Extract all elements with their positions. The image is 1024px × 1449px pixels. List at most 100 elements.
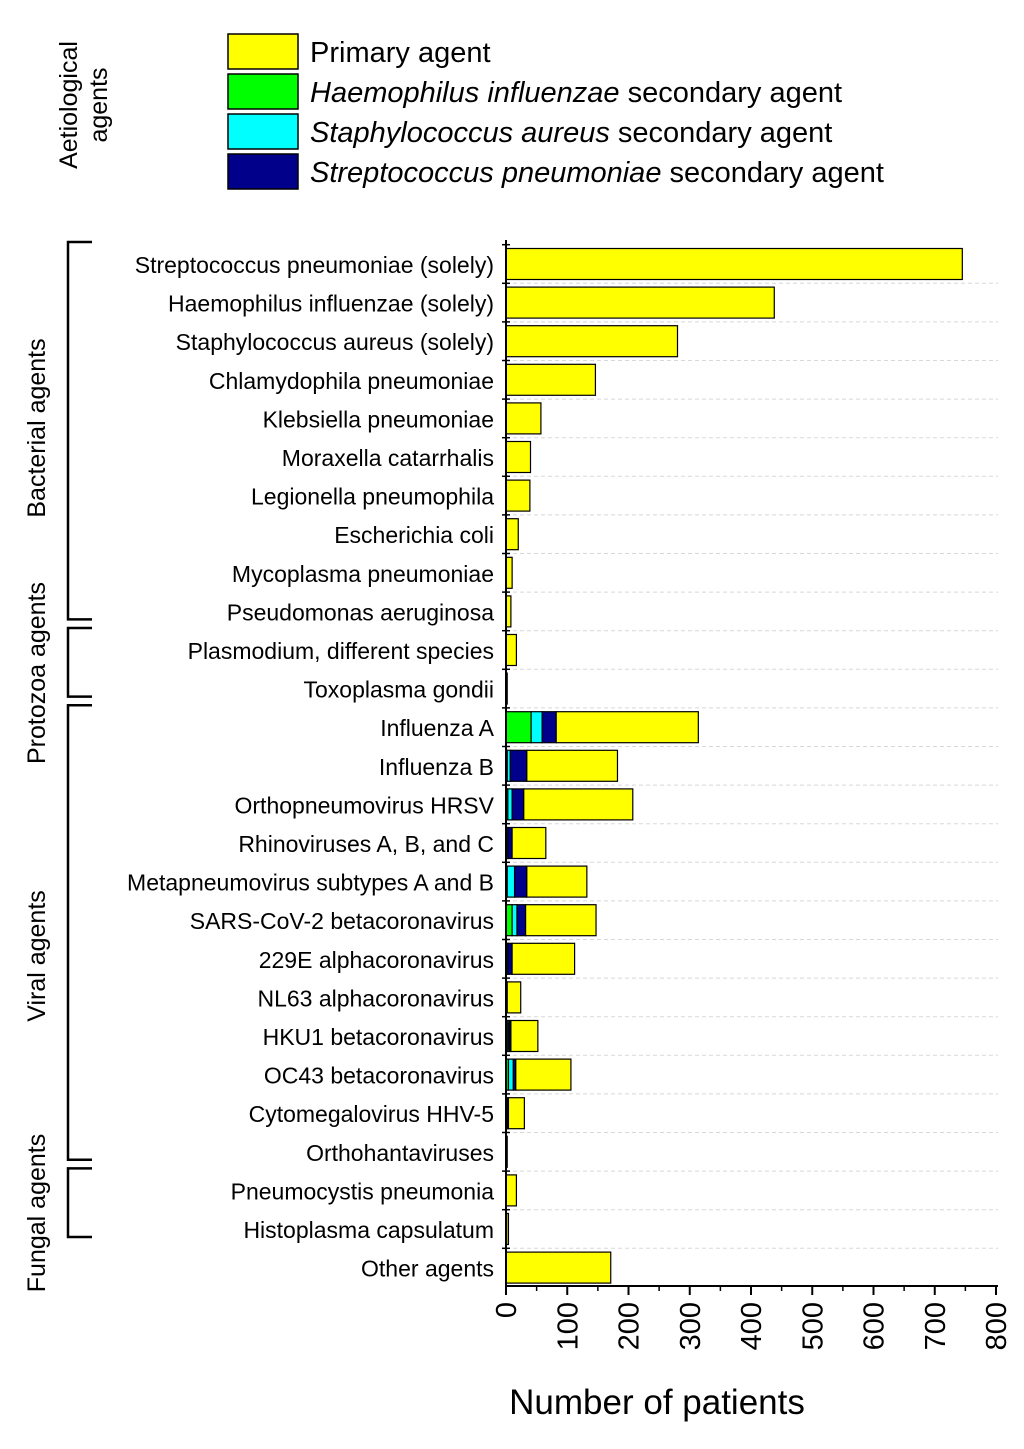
bar-primary-13 — [526, 749, 619, 782]
x-tick-label: 100 — [552, 1302, 584, 1350]
bar-spneu-18 — [507, 942, 513, 975]
legend-label-italic: Staphylococcus aureus — [310, 117, 610, 149]
axes: 0 100 200 300 400 500 600 700 800 Number of patie… — [491, 240, 1013, 1422]
legend-label-primary: Primary agent — [310, 37, 491, 69]
legend-label-text: secondary agent — [661, 157, 883, 189]
category-label: Staphylococcus aureus (solely) — [176, 329, 494, 355]
category-label: Rhinoviruses A, B, and C — [238, 831, 494, 857]
legend-title-line: Aetiological — [55, 41, 83, 169]
x-tick-label: 400 — [736, 1302, 768, 1350]
bar-primary-7 — [505, 518, 519, 551]
legend-label-spneu: Streptococcus pneumoniae secondary agent — [310, 157, 884, 189]
bar-hinf-12 — [505, 711, 532, 744]
category-label: Histoplasma capsulatum — [243, 1217, 494, 1243]
bar-primary-24 — [505, 1174, 518, 1207]
x-tick-label: 600 — [859, 1302, 891, 1350]
group-label: Viral agents — [23, 890, 51, 1022]
category-label: Other agents — [361, 1256, 494, 1282]
category-label: Cytomegalovirus HHV-5 — [249, 1101, 494, 1127]
bar-spneu-17 — [516, 904, 527, 937]
category-label: HKU1 betacoronavirus — [263, 1024, 494, 1050]
category-label: NL63 alphacoronavirus — [257, 985, 494, 1011]
group-label: Protozoa agents — [23, 582, 51, 764]
legend-label-text: Primary agent — [310, 37, 491, 69]
category-label: Streptococcus pneumoniae (solely) — [135, 252, 494, 278]
grid-lines — [506, 282, 998, 1249]
bar-primary-1 — [505, 286, 775, 319]
bar-primary-5 — [505, 440, 532, 474]
category-label: Orthopneumovirus HRSV — [235, 792, 495, 818]
category-labels: Streptococcus pneumoniae (solely) Haemoph… — [127, 252, 495, 1282]
category-label: OC43 betacoronavirus — [264, 1063, 494, 1089]
bar-primary-2 — [505, 325, 679, 358]
x-tick-label: 700 — [920, 1302, 952, 1350]
legend-label-italic: Haemophilus influenzae — [310, 77, 620, 109]
category-label: 229E alphacoronavirus — [259, 947, 494, 973]
x-tick-label: 800 — [981, 1302, 1013, 1350]
bar-saur-17 — [511, 904, 518, 937]
x-tick-label: 200 — [614, 1302, 646, 1350]
category-label: Pneumocystis pneumonia — [231, 1178, 495, 1204]
bar-spneu-15 — [507, 826, 513, 860]
category-label: Haemophilus influenzae (solely) — [168, 291, 494, 317]
bar-primary-22 — [507, 1097, 525, 1130]
bar-primary-6 — [505, 479, 531, 512]
category-label: Mycoplasma pneumoniae — [232, 561, 494, 587]
category-label: Plasmodium, different species — [188, 638, 494, 664]
legend: Aetiologicalagents Primary agent Haemophil… — [55, 33, 884, 190]
bar-saur-14 — [507, 788, 513, 821]
x-tick-label: 300 — [675, 1302, 707, 1350]
group-label: Bacterial agents — [23, 338, 51, 517]
bar-primary-21 — [515, 1058, 572, 1091]
x-axis-title: Number of patients — [509, 1383, 805, 1422]
bar-primary-15 — [511, 826, 547, 860]
group-bracket — [66, 240, 92, 621]
legend-title: Aetiologicalagents — [55, 41, 113, 169]
group-bracket — [66, 626, 92, 698]
legend-swatch-saur — [227, 113, 299, 150]
bar-saur-12 — [530, 711, 543, 744]
bar-primary-19 — [506, 981, 522, 1014]
bar-primary-10 — [505, 633, 518, 667]
category-label: SARS-CoV-2 betacoronavirus — [190, 908, 494, 934]
legend-title-line: agents — [85, 67, 113, 142]
bar-spneu-16 — [513, 865, 528, 898]
bar-primary-14 — [523, 788, 634, 821]
x-tick-label: 0 — [491, 1302, 523, 1318]
x-tick-label: 500 — [797, 1302, 829, 1350]
bar-primary-12 — [555, 711, 699, 744]
category-label: Pseudomonas aeruginosa — [227, 599, 494, 625]
category-label: Metapneumovirus subtypes A and B — [127, 870, 494, 896]
legend-swatch-primary — [227, 33, 299, 70]
legend-swatch-spneu — [227, 153, 299, 190]
category-label: Orthohantaviruses — [306, 1140, 494, 1166]
bar-primary-3 — [505, 363, 597, 396]
bar-saur-16 — [506, 865, 516, 898]
bar-spneu-14 — [511, 788, 525, 821]
category-label: Moraxella catarrhalis — [282, 445, 494, 471]
legend-label-text: secondary agent — [610, 117, 832, 149]
bar-primary-20 — [510, 1019, 539, 1053]
legend-label-italic: Streptococcus pneumoniae — [310, 157, 661, 189]
group-label: Fungal agents — [23, 1134, 51, 1292]
bar-spneu-12 — [541, 711, 557, 744]
bar-primary-18 — [511, 942, 576, 975]
bar-primary-16 — [526, 865, 588, 898]
category-label: Influenza A — [380, 715, 494, 741]
legend-label-hinf: Haemophilus influenzae secondary agent — [310, 77, 842, 109]
legend-label-saur: Staphylococcus aureus secondary agent — [310, 117, 832, 149]
category-groups: Bacterial agents Protozoa agents Viral age… — [23, 240, 92, 1292]
legend-label-text: secondary agent — [620, 77, 842, 109]
category-label: Toxoplasma gondii — [303, 677, 494, 703]
category-label: Chlamydophila pneumoniae — [209, 368, 494, 394]
group-bracket — [66, 1167, 92, 1239]
bar-primary-4 — [505, 402, 542, 435]
category-label: Legionella pneumophila — [251, 484, 494, 510]
category-label: Klebsiella pneumoniae — [263, 406, 494, 432]
bar-primary-17 — [524, 904, 597, 937]
bar-primary-26 — [505, 1251, 612, 1284]
category-label: Influenza B — [379, 754, 494, 780]
group-bracket — [66, 703, 92, 1162]
legend-swatch-hinf — [227, 73, 299, 110]
